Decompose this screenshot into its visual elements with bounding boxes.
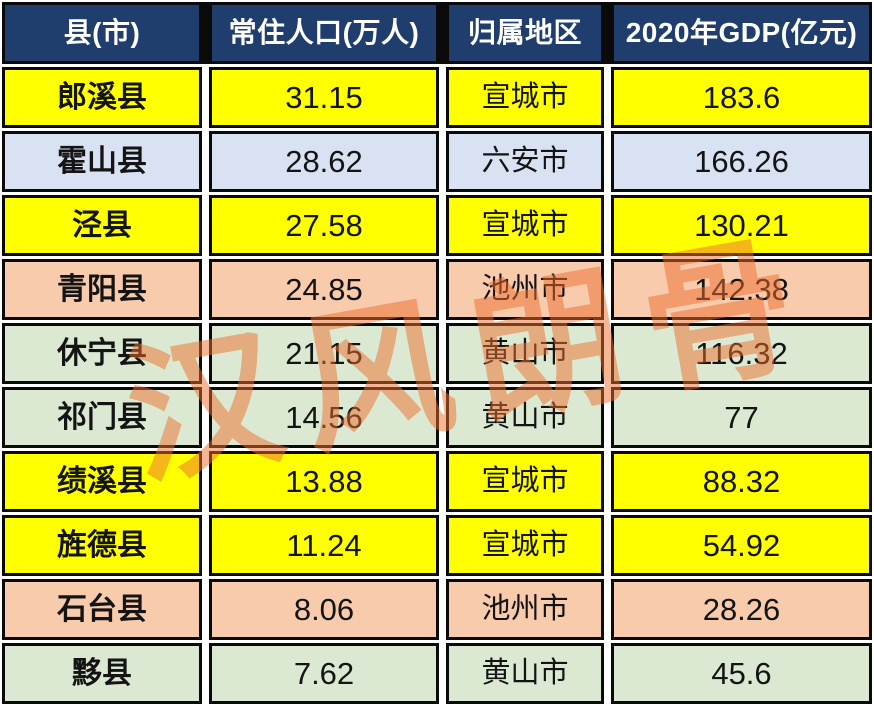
- cell-gdp: 88.32: [611, 451, 872, 512]
- cell-county: 休宁县: [2, 323, 202, 384]
- cell-region: 六安市: [446, 131, 604, 192]
- cell-gdp: 130.21: [611, 195, 872, 256]
- cell-county: 郎溪县: [2, 67, 202, 128]
- cell-region: 黄山市: [446, 323, 604, 384]
- cell-county: 青阳县: [2, 259, 202, 320]
- cell-region: 黄山市: [446, 387, 604, 448]
- cell-county: 绩溪县: [2, 451, 202, 512]
- cell-county: 旌德县: [2, 515, 202, 576]
- header-cell-gdp: 2020年GDP(亿元): [611, 2, 872, 64]
- cell-population: 21.15: [209, 323, 439, 384]
- cell-region: 宣城市: [446, 67, 604, 128]
- cell-county: 霍山县: [2, 131, 202, 192]
- cell-gdp: 183.6: [611, 67, 872, 128]
- cell-gdp: 166.26: [611, 131, 872, 192]
- cell-population: 13.88: [209, 451, 439, 512]
- cell-gdp: 77: [611, 387, 872, 448]
- cell-region: 池州市: [446, 579, 604, 640]
- cell-county: 泾县: [2, 195, 202, 256]
- cell-county: 祁门县: [2, 387, 202, 448]
- table-header-row: 县(市) 常住人口(万人) 归属地区 2020年GDP(亿元): [2, 2, 872, 64]
- cell-population: 8.06: [209, 579, 439, 640]
- cell-county: 黟县: [2, 643, 202, 704]
- cell-population: 11.24: [209, 515, 439, 576]
- cell-region: 宣城市: [446, 451, 604, 512]
- header-cell-region: 归属地区: [446, 2, 604, 64]
- cell-gdp: 45.6: [611, 643, 872, 704]
- cell-region: 宣城市: [446, 195, 604, 256]
- cell-gdp: 142.38: [611, 259, 872, 320]
- cell-population: 27.58: [209, 195, 439, 256]
- cell-population: 31.15: [209, 67, 439, 128]
- cell-population: 28.62: [209, 131, 439, 192]
- cell-region: 黄山市: [446, 643, 604, 704]
- cell-population: 14.56: [209, 387, 439, 448]
- header-cell-population: 常住人口(万人): [209, 2, 439, 64]
- table-body: 郎溪县 31.15 宣城市 183.6 霍山县 28.62 六安市 166.26 泾县 27.58…: [2, 67, 872, 704]
- cell-county: 石台县: [2, 579, 202, 640]
- cell-gdp: 54.92: [611, 515, 872, 576]
- cell-gdp: 116.32: [611, 323, 872, 384]
- cell-gdp: 28.26: [611, 579, 872, 640]
- cell-region: 池州市: [446, 259, 604, 320]
- cell-population: 24.85: [209, 259, 439, 320]
- cell-population: 7.62: [209, 643, 439, 704]
- header-cell-county: 县(市): [2, 2, 202, 64]
- cell-region: 宣城市: [446, 515, 604, 576]
